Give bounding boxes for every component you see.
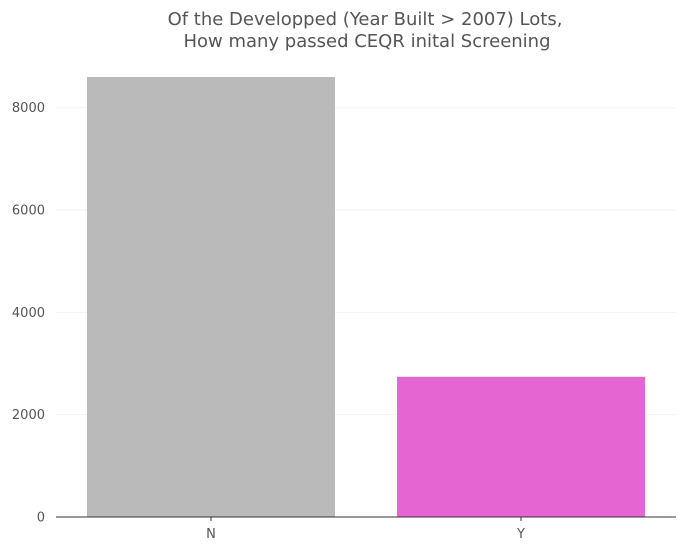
bar-y[interactable]	[397, 376, 645, 517]
x-tick-label: Y	[516, 527, 525, 542]
y-tick-label: 6000	[12, 204, 45, 219]
y-tick-label: 4000	[12, 306, 45, 321]
x-tick-label: N	[206, 527, 216, 542]
y-tick-label: 2000	[12, 408, 45, 423]
chart-title-line-2: How many passed CEQR inital Screening	[183, 31, 550, 52]
chart-title-line-1: Of the Developped (Year Built > 2007) Lo…	[168, 9, 563, 30]
y-axis-ticks: 0 2000 4000 6000 8000	[12, 101, 45, 525]
bar-n[interactable]	[87, 77, 335, 517]
bars	[87, 77, 645, 517]
y-tick-label: 8000	[12, 101, 45, 116]
y-tick-label: 0	[37, 511, 45, 526]
